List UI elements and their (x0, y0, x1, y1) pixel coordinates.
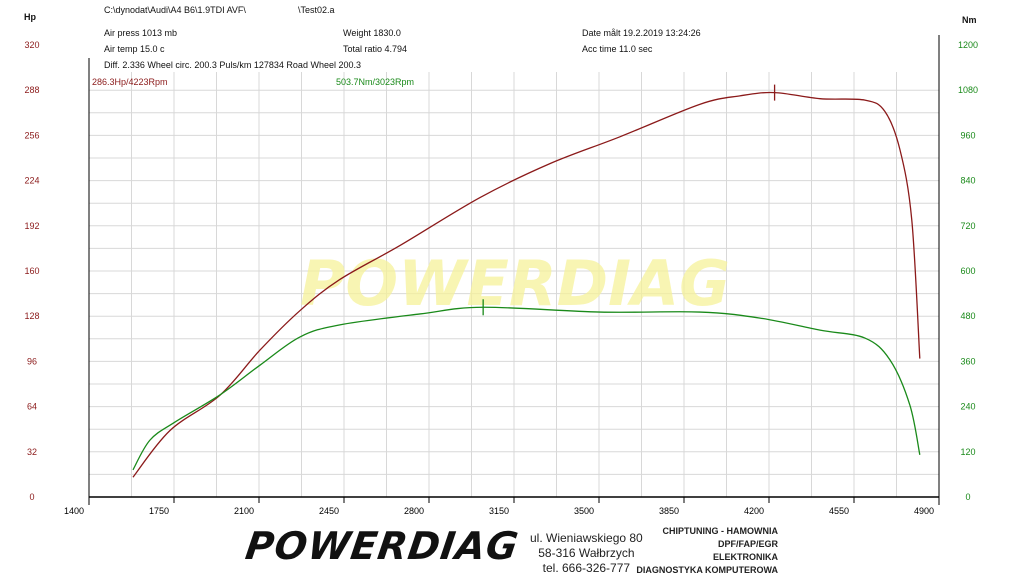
air-temp: Air temp 15.0 c (104, 44, 165, 54)
date: Date målt 19.2.2019 13:24:26 (582, 28, 701, 38)
x-tick-label: 3150 (489, 506, 509, 516)
y-left-tick-label: 32 (27, 447, 37, 457)
address: ul. Wieniawskiego 80 58-316 Wałbrzych te… (530, 531, 643, 576)
y-right-label: Nm (962, 15, 977, 25)
y-left-tick-label: 224 (24, 176, 39, 186)
file-name: \Test02.a (298, 5, 335, 15)
acc-time: Acc time 11.0 sec (582, 44, 653, 54)
diff-info: Diff. 2.336 Wheel circ. 200.3 Puls/km 12… (104, 60, 361, 70)
y-right-tick-label: 480 (960, 311, 975, 321)
y-right-tick-label: 720 (960, 221, 975, 231)
y-right-tick-label: 1080 (958, 85, 978, 95)
y-right-tick-label: 360 (960, 356, 975, 366)
services: CHIPTUNING - HAMOWNIA DPF/FAP/EGR ELEKTR… (636, 525, 779, 577)
y-left-tick-label: 64 (27, 402, 37, 412)
y-right-tick-label: 960 (960, 130, 975, 140)
torque-curve (132, 306, 921, 471)
y-left-tick-label: 288 (24, 85, 39, 95)
file-path: C:\dynodat\Audi\A4 B6\1.9TDI AVF\ (104, 5, 246, 15)
x-tick-label: 1750 (149, 506, 169, 516)
x-tick-label: 3500 (574, 506, 594, 516)
total-ratio: Total ratio 4.794 (343, 44, 408, 54)
service-3: ELEKTRONIKA (713, 552, 778, 562)
y-right-tick-label: 0 (965, 492, 970, 502)
service-1: CHIPTUNING - HAMOWNIA (662, 526, 779, 536)
x-tick-label: 2800 (404, 506, 424, 516)
service-2: DPF/FAP/EGR (717, 539, 778, 549)
power-peak-label: 286.3Hp/4223Rpm (92, 77, 168, 87)
weight: Weight 1830.0 (343, 28, 401, 38)
y-right-tick-label: 240 (960, 402, 975, 412)
service-4: DIAGNOSTYKA KOMPUTEROWA (636, 565, 778, 575)
address-phone: tel. 666-326-777 (542, 561, 631, 575)
y-right-tick-label: 600 (960, 266, 975, 276)
y-left-tick-label: 0 (29, 492, 34, 502)
y-right-tick-label: 840 (960, 176, 975, 186)
x-tick-label: 4550 (829, 506, 849, 516)
x-tick-label: 4200 (744, 506, 764, 516)
y-left-tick-label: 192 (24, 221, 39, 231)
y-right-tick-label: 1200 (958, 40, 978, 50)
y-left-tick-label: 128 (24, 311, 39, 321)
y-left-label: Hp (24, 12, 36, 22)
y-right-tick-label: 120 (960, 447, 975, 457)
y-left-tick-label: 96 (27, 356, 37, 366)
air-press: Air press 1013 mb (104, 28, 178, 38)
watermark: POWERDIAG (300, 247, 730, 320)
x-tick-label: 4900 (914, 506, 934, 516)
y-left-tick-label: 160 (24, 266, 39, 276)
torque-peak-label: 503.7Nm/3023Rpm (336, 77, 415, 87)
x-tick-label: 3850 (659, 506, 679, 516)
x-tick-label: 2450 (319, 506, 339, 516)
x-tick-label: 1400 (64, 506, 84, 516)
x-tick-label: 2100 (234, 506, 254, 516)
address-street: ul. Wieniawskiego 80 (530, 531, 643, 545)
powerdiag-logo: POWERDIAG (242, 524, 522, 568)
y-left-tick-label: 256 (24, 130, 39, 140)
power-curve (132, 91, 921, 478)
y-left-tick-label: 320 (24, 40, 39, 50)
address-city: 58-316 Wałbrzych (538, 546, 635, 560)
